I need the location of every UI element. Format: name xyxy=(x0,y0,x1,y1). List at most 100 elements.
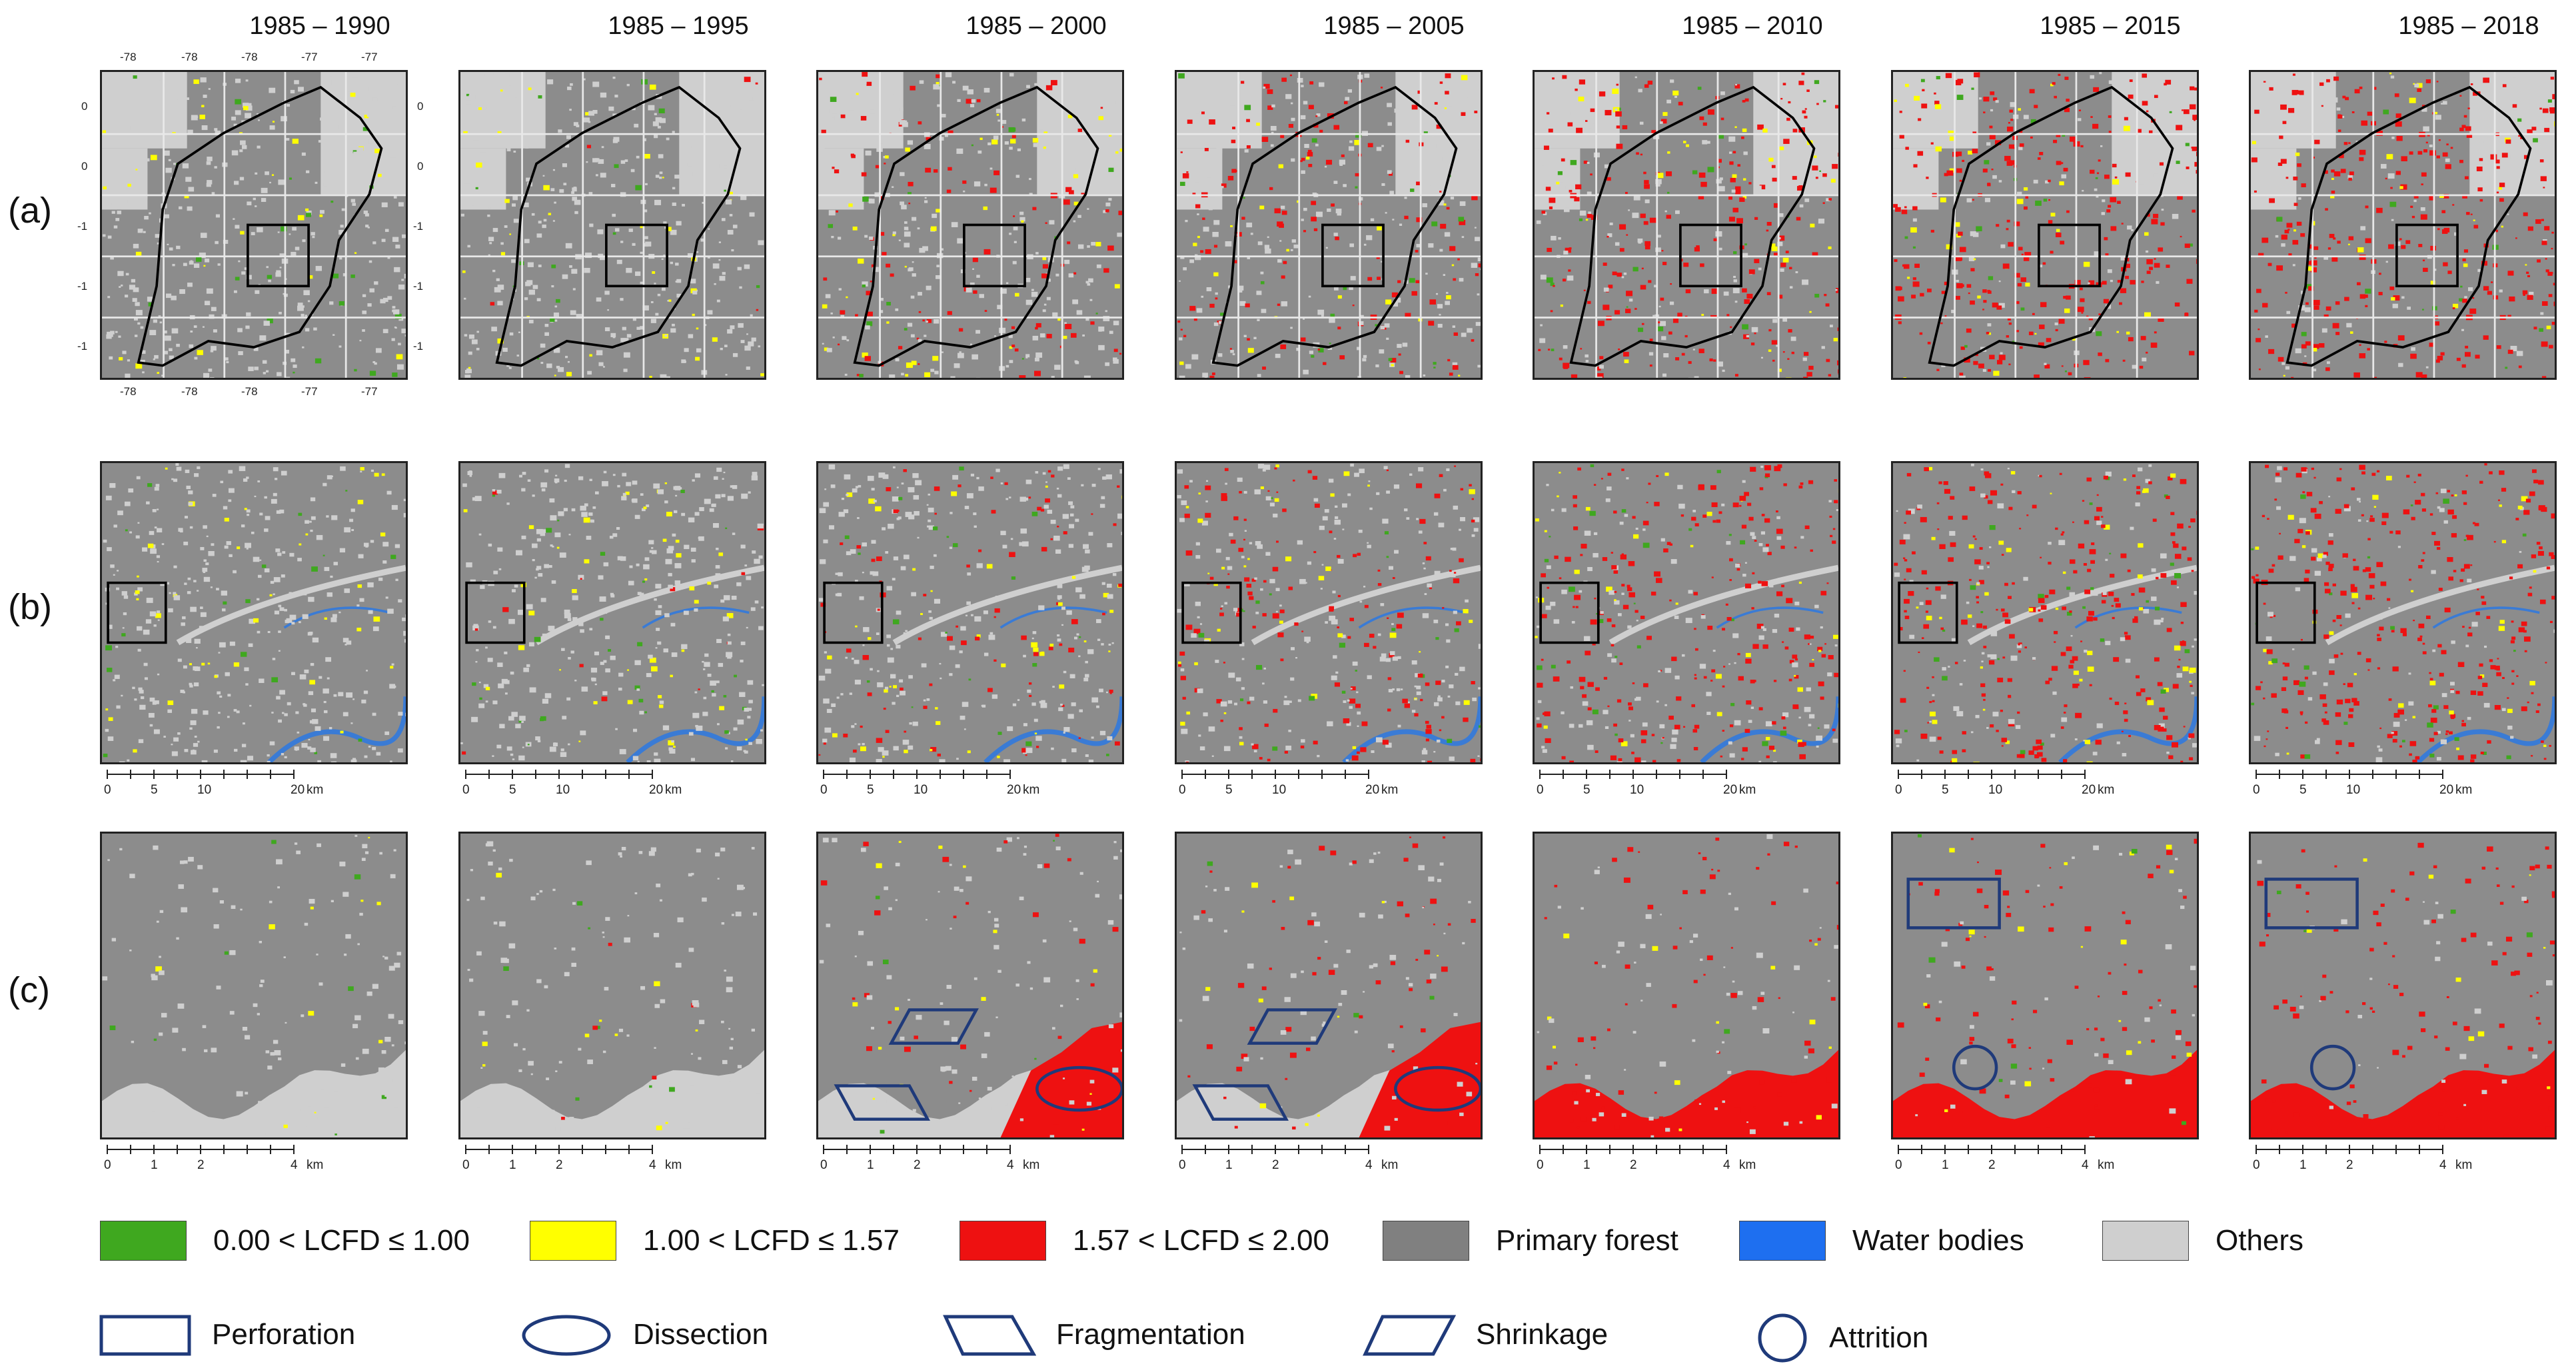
land-cover-pixel xyxy=(2267,263,2272,267)
land-cover-pixel xyxy=(1097,468,1101,470)
land-cover-pixel xyxy=(213,329,217,333)
land-cover-pixel xyxy=(1105,202,1111,207)
study-area-boundary xyxy=(1569,85,1816,367)
land-cover-pixel xyxy=(1736,218,1743,224)
land-cover-pixel xyxy=(324,171,328,174)
land-cover-pixel xyxy=(1835,289,1838,291)
land-cover-pixel xyxy=(375,348,382,353)
land-cover-pixel xyxy=(755,82,758,85)
land-cover-pixel xyxy=(2086,315,2089,318)
land-cover-pixel xyxy=(1587,213,1592,218)
land-cover-pixel xyxy=(1339,163,1343,166)
land-cover-pixel xyxy=(2312,157,2315,159)
land-cover-pixel xyxy=(991,510,996,514)
land-cover-pixel xyxy=(978,486,984,491)
land-cover-pixel xyxy=(122,350,127,354)
land-cover-pixel xyxy=(2016,330,2020,333)
land-cover-pixel xyxy=(125,529,128,532)
land-cover-pixel xyxy=(851,725,855,728)
land-cover-pixel xyxy=(2435,359,2440,363)
land-cover-pixel xyxy=(2399,186,2403,189)
land-cover-pixel xyxy=(1004,482,1008,485)
land-cover-pixel xyxy=(1093,131,1100,136)
land-cover-pixel xyxy=(702,660,704,663)
land-cover-pixel xyxy=(2395,171,2401,175)
land-cover-pixel xyxy=(344,588,350,593)
land-cover-pixel xyxy=(870,281,872,283)
land-cover-pixel xyxy=(2355,141,2358,143)
land-cover-pixel xyxy=(183,541,189,546)
land-cover-pixel xyxy=(2462,194,2467,199)
land-cover-pixel xyxy=(1766,229,1769,232)
land-cover-pixel xyxy=(2186,166,2190,169)
land-cover-pixel xyxy=(644,711,647,714)
land-cover-pixel xyxy=(1119,149,1122,152)
land-cover-pixel xyxy=(179,206,183,210)
land-cover-pixel xyxy=(169,355,174,360)
land-cover-pixel xyxy=(2006,219,2010,223)
land-cover-pixel xyxy=(1768,157,1774,162)
land-cover-pixel xyxy=(622,472,627,476)
land-cover-pixel xyxy=(1575,184,1582,190)
land-cover-pixel xyxy=(187,591,191,594)
land-cover-pixel xyxy=(2164,83,2167,86)
scale-bar-tick xyxy=(200,770,201,779)
land-cover-pixel xyxy=(2180,235,2182,238)
land-cover-pixel xyxy=(854,680,861,685)
land-cover-pixel xyxy=(544,332,549,337)
land-cover-pixel xyxy=(708,228,710,230)
land-cover-pixel xyxy=(1480,758,1481,762)
land-cover-pixel xyxy=(867,692,872,696)
land-cover-pixel xyxy=(1461,112,1466,116)
land-cover-pixel xyxy=(287,702,291,706)
land-cover-pixel xyxy=(1735,186,1741,191)
land-cover-pixel xyxy=(267,275,273,279)
land-cover-pixel xyxy=(666,548,674,554)
land-cover-pixel xyxy=(183,691,185,694)
land-cover-pixel xyxy=(1986,142,1991,146)
land-cover-pixel xyxy=(1109,134,1112,137)
land-cover-pixel xyxy=(224,518,229,522)
road xyxy=(1609,564,1838,646)
land-cover-pixel xyxy=(2048,199,2051,201)
land-cover-pixel xyxy=(281,226,287,232)
land-cover-pixel xyxy=(2510,346,2517,351)
land-cover-pixel xyxy=(396,364,404,370)
land-cover-pixel xyxy=(818,754,821,756)
land-cover-pixel xyxy=(398,202,404,207)
land-cover-pixel xyxy=(2442,152,2448,157)
land-cover-pixel xyxy=(550,544,553,547)
land-cover-pixel xyxy=(2542,108,2549,113)
land-cover-pixel xyxy=(1112,357,1117,361)
land-cover-pixel xyxy=(216,588,219,590)
land-cover-pixel xyxy=(720,347,723,350)
land-cover-pixel xyxy=(1014,348,1019,352)
land-cover-pixel xyxy=(277,231,280,233)
land-cover-pixel xyxy=(1579,79,1585,85)
land-cover-pixel xyxy=(1279,620,1283,624)
land-cover-pixel xyxy=(1477,364,1481,368)
land-cover-pixel xyxy=(855,314,858,317)
land-cover-pixel xyxy=(554,374,556,376)
land-cover-pixel xyxy=(498,472,506,478)
map-panel-b-5 xyxy=(1533,461,1840,764)
land-cover-pixel xyxy=(1384,323,1390,328)
land-cover-pixel xyxy=(1691,704,1696,708)
land-cover-pixel xyxy=(350,199,356,203)
land-cover-pixel xyxy=(1235,170,1237,172)
land-cover-pixel xyxy=(718,241,721,243)
land-cover-pixel xyxy=(1828,198,1832,201)
land-cover-pixel xyxy=(1449,106,1453,109)
land-cover-pixel xyxy=(871,488,875,491)
land-cover-pixel xyxy=(245,599,251,604)
land-cover-pixel xyxy=(634,660,641,666)
land-cover-pixel xyxy=(2033,179,2038,184)
land-cover-pixel xyxy=(1306,641,1309,644)
land-cover-pixel xyxy=(2292,264,2295,267)
land-cover-pixel xyxy=(1688,360,1692,364)
land-cover-pixel xyxy=(1315,143,1319,147)
land-cover-pixel xyxy=(189,682,193,686)
land-cover-pixel xyxy=(1657,321,1660,324)
land-cover-pixel xyxy=(1935,146,1942,152)
land-cover-pixel xyxy=(1706,141,1710,144)
